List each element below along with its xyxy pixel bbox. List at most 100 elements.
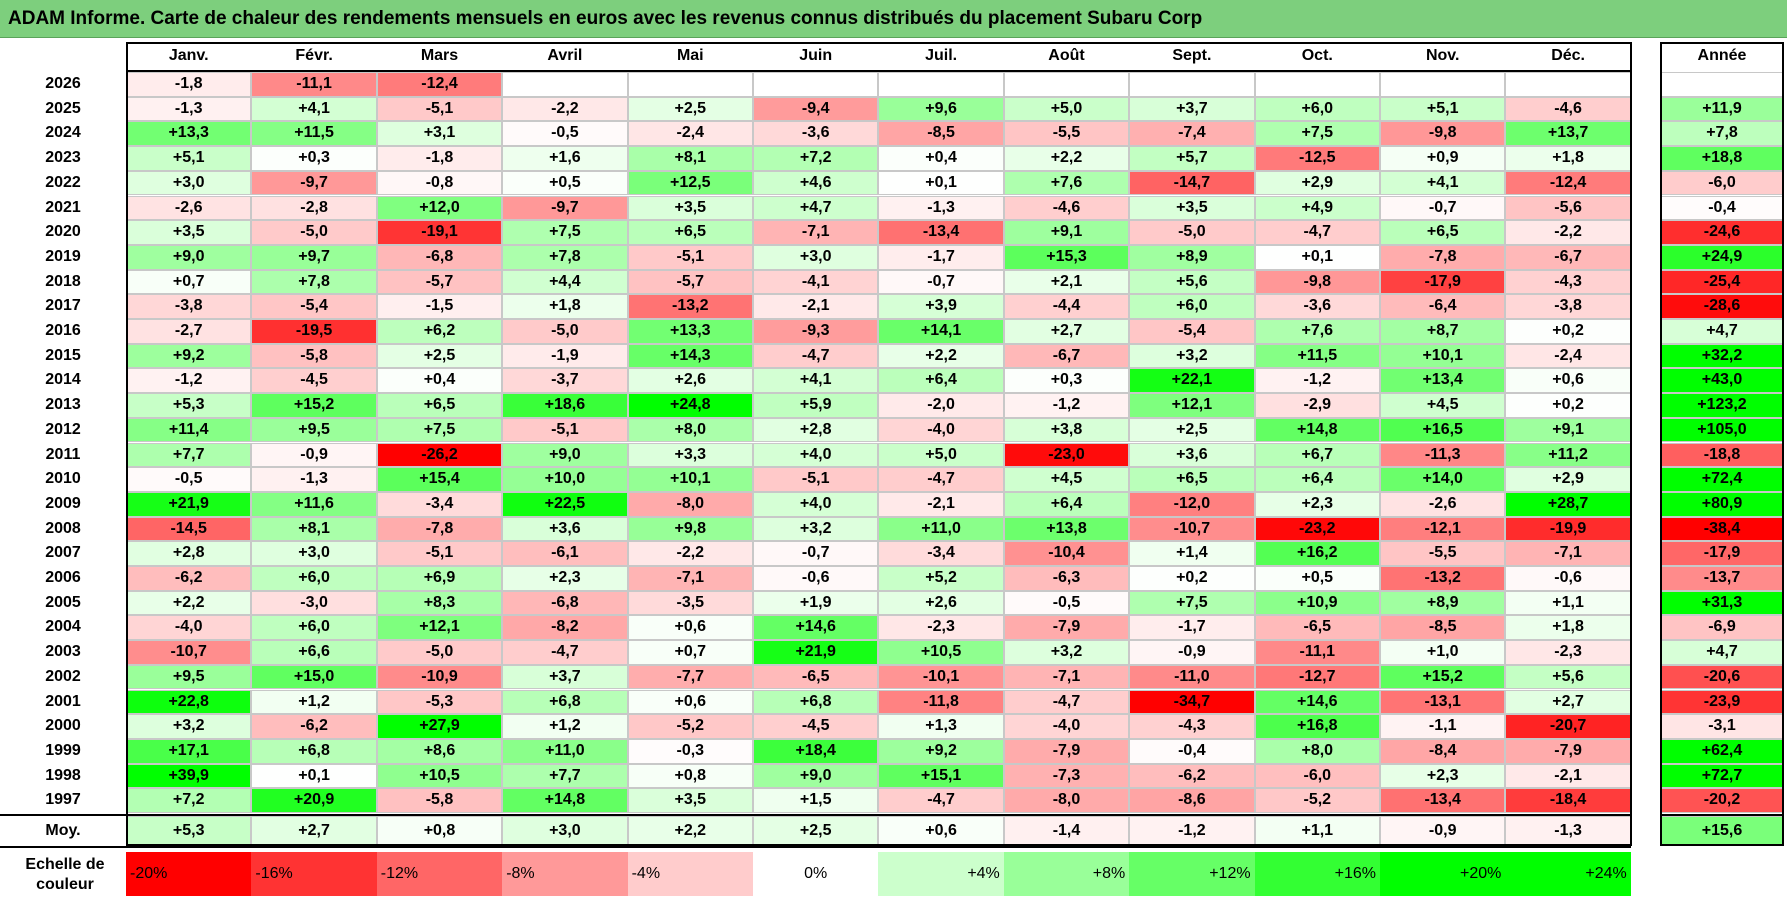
- heatmap-cell: +8,1: [627, 146, 753, 171]
- year-label: 2010: [45, 470, 81, 488]
- heatmap-cell: +4,6: [753, 170, 879, 196]
- heatmap-cell: -2,6: [126, 195, 252, 221]
- heatmap-cell: +7,8: [502, 244, 628, 270]
- heatmap-cell: +7,6: [1254, 319, 1380, 344]
- heatmap-cell: -4,7: [502, 640, 628, 665]
- heatmap-cell: -7,1: [1505, 541, 1631, 566]
- heatmap-cell: +4,5: [1003, 467, 1130, 492]
- heatmap-cell: -5,8: [251, 343, 377, 369]
- color-scale-swatch: +12%: [1129, 852, 1255, 896]
- average-cell: +3,0: [502, 816, 628, 846]
- heatmap-cell: -9,7: [251, 170, 377, 196]
- heatmap-cell: -4,1: [753, 269, 879, 295]
- heatmap-cell: -12,4: [376, 72, 503, 97]
- heatmap-cell: -12,5: [1254, 146, 1380, 171]
- heatmap-cell: +18,4: [753, 738, 879, 764]
- heatmap-cell: -0,9: [251, 442, 377, 468]
- year-label: 2014: [45, 371, 81, 389]
- heatmap-cell: +9,0: [126, 244, 252, 270]
- year-label: 2000: [45, 717, 81, 735]
- heatmap-cell: +7,5: [502, 220, 628, 245]
- heatmap-cell: +4,1: [1380, 170, 1506, 196]
- heatmap-cell: -19,5: [251, 319, 377, 344]
- heatmap-cell: +8,6: [376, 738, 503, 764]
- heatmap-cell: -8,0: [1003, 788, 1130, 813]
- average-cell: -0,9: [1380, 816, 1506, 846]
- heatmap-cell: -4,5: [251, 368, 377, 394]
- heatmap-cell: -5,1: [376, 541, 503, 566]
- heatmap-cell: +4,7: [753, 195, 879, 221]
- heatmap-cell: -5,5: [1003, 121, 1130, 147]
- heatmap-cell: +0,6: [1505, 368, 1631, 394]
- heatmap-cell: +14,6: [1254, 689, 1380, 715]
- heatmap-cell: +2,5: [1129, 417, 1255, 443]
- heatmap-cell: +11,5: [1254, 343, 1380, 369]
- heatmap-cell: -2,2: [1505, 220, 1631, 245]
- heatmap-cell: +0,1: [878, 170, 1004, 196]
- heatmap-cell: +21,9: [126, 491, 252, 517]
- heatmap-cell: +6,4: [1254, 467, 1380, 492]
- heatmap-cell: -14,7: [1129, 170, 1255, 196]
- color-scale-swatch: -8%: [502, 852, 628, 896]
- annual-cell: +4,7: [1660, 319, 1784, 344]
- heatmap-cell: +11,6: [251, 491, 377, 517]
- annual-cell: +123,2: [1660, 393, 1784, 418]
- heatmap-cell: -17,9: [1380, 269, 1506, 295]
- heatmap-cell: -9,3: [753, 319, 879, 344]
- color-scale-swatch: -20%: [126, 852, 252, 896]
- heatmap-cell: -0,3: [627, 738, 753, 764]
- heatmap-cell: +16,5: [1380, 417, 1506, 443]
- heatmap-cell: +9,2: [126, 343, 252, 369]
- heatmap-cell: +2,8: [126, 541, 252, 566]
- annual-cell: -3,1: [1660, 714, 1784, 739]
- heatmap-cell: -1,3: [251, 467, 377, 492]
- year-label: 2026: [45, 75, 81, 92]
- heatmap-cell: -3,4: [878, 541, 1004, 566]
- heatmap-cell: -7,7: [627, 664, 753, 690]
- heatmap-cell: +21,9: [753, 640, 879, 665]
- heatmap-cell: +11,5: [251, 121, 377, 147]
- heatmap-cell: +3,7: [502, 664, 628, 690]
- heatmap-cell: -5,5: [1380, 541, 1506, 566]
- heatmap-cell: +15,2: [251, 393, 377, 418]
- heatmap-cell: +7,7: [126, 442, 252, 468]
- heatmap-cell: +6,6: [251, 640, 377, 665]
- heatmap-cell: +12,5: [627, 170, 753, 196]
- annual-cell: -6,9: [1660, 615, 1784, 641]
- month-header: Févr.: [295, 47, 333, 64]
- heatmap-cell: +5,3: [126, 393, 252, 418]
- heatmap-cell: +11,2: [1505, 442, 1631, 468]
- heatmap-cell: +6,0: [1254, 96, 1380, 122]
- annual-cell: +43,0: [1660, 368, 1784, 394]
- heatmap-cell: +7,6: [1003, 170, 1130, 196]
- heatmap-cell: +1,8: [1505, 615, 1631, 641]
- heatmap-cell: -0,5: [1003, 590, 1130, 616]
- heatmap-cell: -11,8: [878, 689, 1004, 715]
- heatmap-cell: -6,4: [1380, 294, 1506, 319]
- heatmap-cell: -2,7: [126, 319, 252, 344]
- heatmap-cell: +13,8: [1003, 516, 1130, 542]
- heatmap-cell: -4,4: [1003, 294, 1130, 319]
- heatmap-cell: [1380, 72, 1506, 97]
- heatmap-cell: +0,9: [1380, 146, 1506, 171]
- heatmap-cell: +3,6: [502, 516, 628, 542]
- heatmap-cell: +39,9: [126, 763, 252, 789]
- annual-cell: -13,7: [1660, 566, 1784, 591]
- heatmap-cell: -10,9: [376, 664, 503, 690]
- heatmap-cell: -23,0: [1003, 442, 1130, 468]
- heatmap-cell: +16,8: [1254, 714, 1380, 739]
- heatmap-cell: +15,3: [1003, 244, 1130, 270]
- heatmap-cell: +2,6: [878, 590, 1004, 616]
- heatmap-cell: -9,7: [502, 195, 628, 221]
- heatmap-cell: +9,7: [251, 244, 377, 270]
- annual-cell: +72,4: [1660, 467, 1784, 492]
- heatmap-cell: -0,7: [878, 269, 1004, 295]
- heatmap-cell: -4,0: [1003, 714, 1130, 739]
- heatmap-cell: +1,2: [251, 689, 377, 715]
- heatmap-cell: -34,7: [1129, 689, 1255, 715]
- heatmap-cell: -7,9: [1505, 738, 1631, 764]
- heatmap-cell: -12,1: [1380, 516, 1506, 542]
- month-header: Mars: [420, 47, 459, 64]
- heatmap-cell: +3,0: [126, 170, 252, 196]
- heatmap-cell: +2,5: [627, 96, 753, 122]
